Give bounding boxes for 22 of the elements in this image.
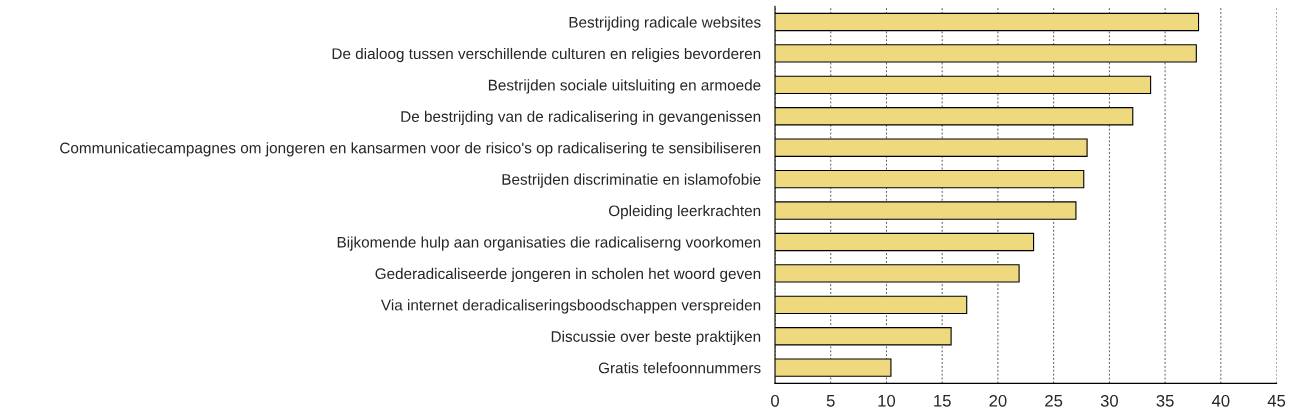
x-tick-label: 10 [878, 394, 896, 407]
x-tick-label: 30 [1100, 394, 1118, 407]
y-tick-label: Bestrijden sociale uitsluiting en armoede [488, 79, 761, 94]
y-tick-label: De dialoog tussen verschillende culturen en religies bevorderen [332, 47, 761, 63]
x-tick-label: 40 [1211, 394, 1230, 407]
y-tick-label: Communicatiecampagnes om jongeren en kansarmen voor de risico's op radicalisering te sensibiliseren [60, 142, 761, 157]
y-tick-label: Gederadicaliseerde jongeren in scholen het woord geven [375, 267, 761, 283]
y-tick-label: Gratis telefoonnummers [598, 362, 761, 374]
x-tick-label: 0 [771, 394, 779, 407]
x-tick-label: 20 [989, 394, 1007, 407]
y-tick-label: Via internet deradicaliseringsboodschappen verspreiden [380, 299, 761, 314]
y-tick-label: De bestrijding van de radicalisering in gevangenissen [401, 110, 761, 125]
y-tick-label: Discussie over beste praktijken [551, 330, 761, 345]
y-tick-label: Bijkomende hulp aan organisaties die radicaliserng voorkomen [337, 236, 761, 251]
y-tick-label: Opleiding leerkrachten [608, 205, 761, 220]
x-tick-label: 35 [1156, 394, 1174, 407]
y-tick-label: Bestrijden discriminatie en islamofobie [502, 173, 761, 188]
x-tick-label: 25 [1045, 394, 1063, 407]
x-tick-label: 5 [826, 395, 835, 407]
y-tick-label: Bestrijding radicale websites [569, 16, 761, 31]
x-tick-label: 45 [1267, 395, 1286, 407]
x-tick-label: 15 [934, 395, 951, 407]
